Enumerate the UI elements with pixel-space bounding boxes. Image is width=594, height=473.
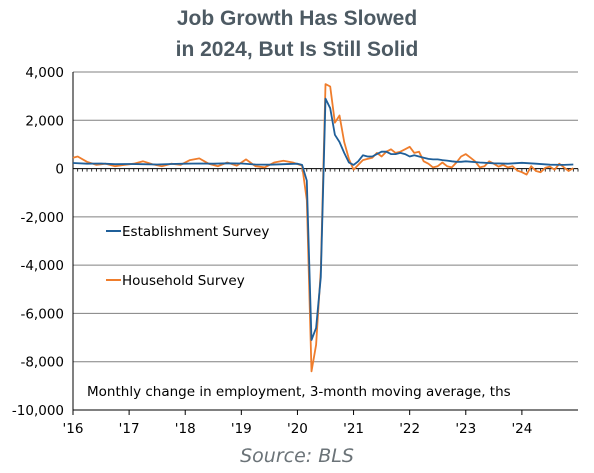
- x-tick-label: '18: [175, 421, 196, 437]
- x-tick-label: '19: [231, 421, 252, 437]
- legend: Establishment Survey Household Survey: [106, 224, 269, 289]
- x-tick-label: '24: [511, 421, 532, 437]
- series-line-establishment: [72, 97, 574, 341]
- x-tick-label: '17: [119, 421, 140, 437]
- y-tick-label: -2,000: [20, 210, 64, 226]
- chart-source: Source: BLS: [240, 445, 354, 467]
- y-tick-label: -8,000: [20, 355, 64, 371]
- y-tick-label: -4,000: [20, 258, 64, 274]
- y-tick-label: 4,000: [25, 65, 64, 81]
- chart-title-line-2: in 2024, But Is Still Solid: [176, 38, 419, 61]
- x-tick-label: '21: [343, 421, 364, 437]
- y-tick-label: 0: [55, 162, 64, 178]
- chart-note: Monthly change in employment, 3-month mo…: [87, 384, 511, 400]
- x-tick-label: '23: [455, 421, 476, 437]
- y-tick-label: -6,000: [20, 306, 64, 322]
- series-line-household: [72, 83, 574, 373]
- series-lines: [72, 83, 574, 373]
- legend-label-household: Household Survey: [122, 273, 245, 289]
- x-tick-label: '22: [399, 421, 420, 437]
- axes: [72, 72, 579, 415]
- x-tick-label: '16: [63, 421, 84, 437]
- tick-labels: 4,000 2,000 0 -2,000 -4,000 -6,000 -8,000 -10,0…: [12, 65, 532, 437]
- y-tick-label: -10,000: [12, 403, 64, 419]
- gridlines: [73, 71, 578, 363]
- y-tick-label: 2,000: [25, 113, 64, 129]
- chart-title-line-1: Job Growth Has Slowed: [177, 7, 417, 30]
- x-tick-label: '20: [287, 421, 308, 437]
- legend-label-establishment: Establishment Survey: [122, 224, 269, 240]
